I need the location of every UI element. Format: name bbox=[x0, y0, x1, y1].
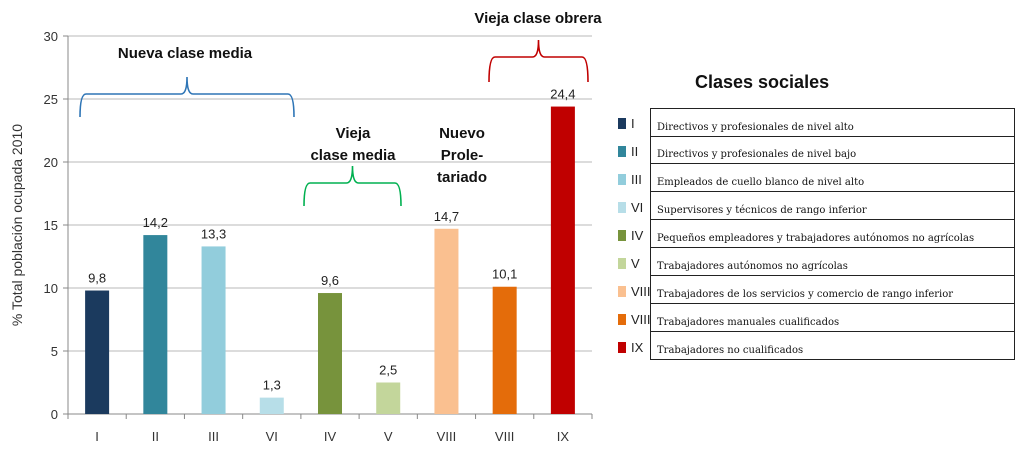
legend-code: V bbox=[631, 255, 640, 271]
group-label: Vieja clase obrera bbox=[474, 10, 602, 27]
legend-code: IV bbox=[631, 227, 644, 243]
x-tick-label: IX bbox=[557, 429, 570, 444]
legend-key: IV bbox=[618, 227, 643, 243]
y-tick-label: 20 bbox=[44, 155, 58, 170]
legend-swatch bbox=[618, 341, 626, 353]
y-tick-label: 0 bbox=[51, 407, 58, 422]
legend-key: III bbox=[618, 171, 642, 187]
legend-swatch bbox=[618, 173, 626, 185]
bar bbox=[143, 235, 168, 414]
data-label: 2,5 bbox=[379, 363, 397, 378]
legend-row: Empleados de cuello blanco de nivel alto bbox=[650, 164, 1015, 192]
group-brace bbox=[79, 76, 295, 118]
data-labels: 9,8 14,2 13,3 1,3 9,6 2,5 14,7 10,1 24,4 bbox=[88, 87, 575, 393]
legend-key: II bbox=[618, 143, 638, 159]
legend-description: Trabajadores de los servicios y comercio… bbox=[657, 289, 954, 300]
legend-row: Trabajadores autónomos no agrícolas bbox=[650, 248, 1015, 276]
x-tick-label: II bbox=[152, 429, 159, 444]
bar bbox=[376, 382, 401, 414]
x-tick-label: V bbox=[384, 429, 393, 444]
data-label: 10,1 bbox=[492, 267, 517, 282]
legend-swatch bbox=[618, 313, 626, 325]
legend-description: Directivos y profesionales de nivel bajo bbox=[657, 149, 857, 160]
legend-swatch bbox=[618, 145, 626, 157]
legend-code: I bbox=[631, 115, 635, 131]
bar bbox=[318, 293, 342, 414]
bar bbox=[201, 246, 226, 414]
legend-description: Trabajadores no cualificados bbox=[657, 345, 804, 356]
x-tick-label: IV bbox=[324, 429, 337, 444]
legend-title: Clases sociales bbox=[695, 72, 830, 92]
y-axis-label: % Total población ocupada 2010 bbox=[9, 124, 25, 326]
y-tick-label: 10 bbox=[44, 281, 58, 296]
legend-code: VI bbox=[631, 199, 644, 215]
data-label: 9,6 bbox=[321, 273, 339, 288]
legend-code: III bbox=[631, 171, 642, 187]
group-label: Nuevo bbox=[439, 125, 485, 142]
data-label: 9,8 bbox=[88, 271, 106, 286]
legend-description: Trabajadores autónomos no agrícolas bbox=[657, 261, 848, 272]
bar bbox=[550, 106, 575, 414]
y-tick-label: 25 bbox=[44, 92, 58, 107]
legend-key: IX bbox=[618, 339, 643, 355]
legend-description: Trabajadores manuales cualificados bbox=[657, 317, 840, 328]
legend-row: Directivos y profesionales de nivel bajo bbox=[650, 136, 1015, 164]
group-label: Vieja bbox=[336, 125, 371, 142]
group-label: tariado bbox=[437, 169, 487, 186]
y-tick-label: 5 bbox=[51, 344, 58, 359]
data-label: 14,2 bbox=[143, 215, 168, 230]
legend-code: IX bbox=[631, 339, 644, 355]
legend-swatch bbox=[618, 117, 626, 129]
y-tick-label: 30 bbox=[44, 29, 58, 44]
legend-swatch bbox=[618, 201, 626, 213]
bar bbox=[492, 286, 517, 414]
data-label: 13,3 bbox=[201, 226, 226, 241]
legend-row: Trabajadores de los servicios y comercio… bbox=[650, 276, 1015, 304]
group-label: Prole- bbox=[441, 147, 484, 164]
legend-swatch bbox=[618, 229, 626, 241]
legend-description: Supervisores y técnicos de rango inferio… bbox=[657, 205, 867, 216]
legend-key: VIII bbox=[618, 311, 651, 327]
legend-row: Trabajadores no cualificados bbox=[650, 332, 1015, 360]
legend-swatch bbox=[618, 257, 626, 269]
x-tick-label: VIII bbox=[495, 429, 515, 444]
bar bbox=[85, 290, 110, 414]
legend-description: Pequeños empleadores y trabajadores autó… bbox=[657, 233, 975, 244]
legend-key: V bbox=[618, 255, 640, 271]
group-brace bbox=[303, 165, 402, 207]
legend-row: Trabajadores manuales cualificados bbox=[650, 304, 1015, 332]
legend-code: VIII bbox=[631, 283, 651, 299]
legend-description: Empleados de cuello blanco de nivel alto bbox=[657, 177, 865, 188]
legend-key: I bbox=[618, 115, 635, 131]
data-label: 14,7 bbox=[434, 209, 459, 224]
legend-description: Directivos y profesionales de nivel alto bbox=[657, 122, 854, 133]
legend-code: VIII bbox=[631, 311, 651, 327]
x-tick-label: III bbox=[208, 429, 219, 444]
group-label: Nueva clase media bbox=[118, 45, 253, 62]
group-brackets: Nueva clase media Vieja clase media Nuevo Pr… bbox=[79, 10, 602, 207]
bars bbox=[85, 106, 575, 414]
legend-row: Directivos y profesionales de nivel alto bbox=[650, 108, 1015, 137]
legend-row: Supervisores y técnicos de rango inferio… bbox=[650, 192, 1015, 220]
legend-code: II bbox=[631, 143, 639, 159]
data-label: 1,3 bbox=[263, 378, 281, 393]
legend-row: Pequeños empleadores y trabajadores autó… bbox=[650, 220, 1015, 248]
y-tick-label: 15 bbox=[44, 218, 58, 233]
x-tick-label: I bbox=[95, 429, 99, 444]
legend-key: VIII bbox=[618, 283, 651, 299]
group-brace bbox=[488, 39, 589, 83]
bar bbox=[259, 397, 284, 414]
group-label: clase media bbox=[310, 147, 396, 164]
x-tick-label: VIII bbox=[437, 429, 457, 444]
bar bbox=[434, 228, 459, 414]
legend-swatch bbox=[618, 285, 626, 297]
x-tick-label: VI bbox=[266, 429, 278, 444]
data-label: 24,4 bbox=[550, 87, 575, 102]
legend-key: VI bbox=[618, 199, 643, 215]
